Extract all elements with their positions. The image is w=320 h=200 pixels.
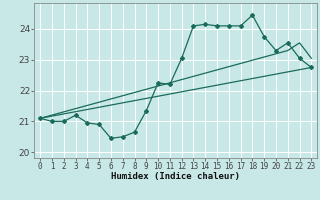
X-axis label: Humidex (Indice chaleur): Humidex (Indice chaleur) — [111, 172, 240, 181]
